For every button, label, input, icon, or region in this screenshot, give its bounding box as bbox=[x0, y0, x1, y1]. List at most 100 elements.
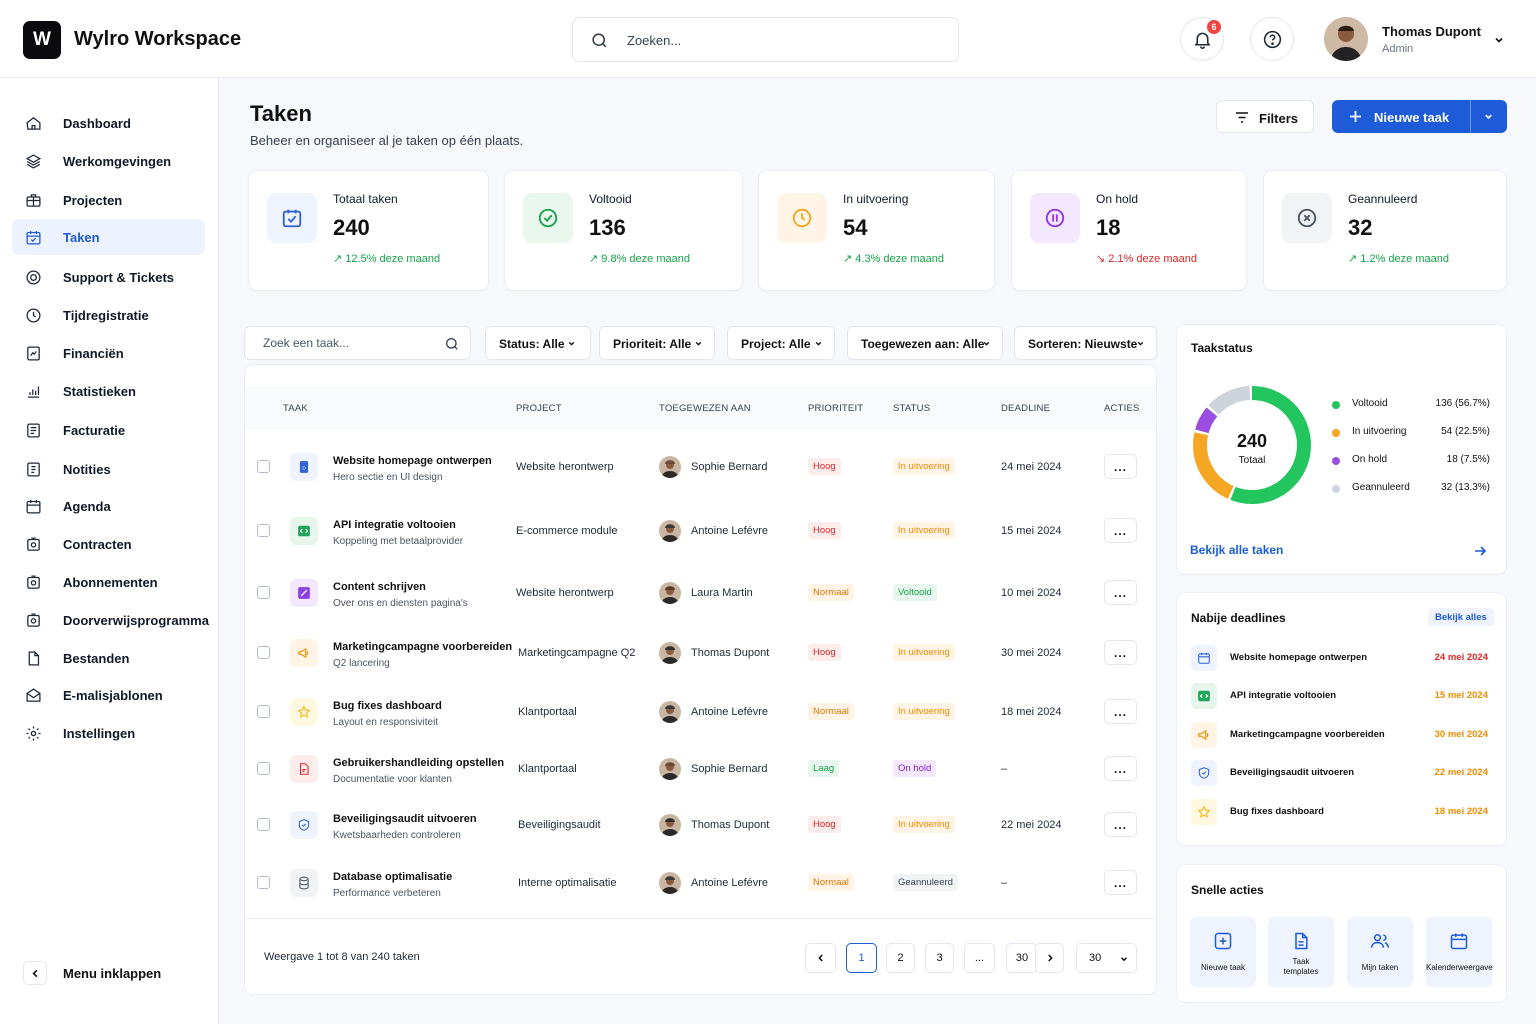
global-search[interactable] bbox=[572, 17, 959, 62]
deadline-item[interactable]: Website homepage ontwerpen 24 mei 2024 bbox=[1191, 645, 1491, 671]
table-row[interactable]: API integratie voltooien Koppeling met b… bbox=[245, 502, 1156, 560]
filters-button[interactable]: Filters bbox=[1216, 100, 1314, 133]
table-row[interactable]: Database optimalisatie Performance verbe… bbox=[245, 854, 1156, 912]
page-button-2[interactable]: 2 bbox=[886, 943, 915, 973]
task-name[interactable]: Content schrijven bbox=[333, 581, 426, 593]
per-page-select[interactable]: 30 bbox=[1076, 943, 1137, 973]
view-all-deadlines-link[interactable]: Bekijk alles bbox=[1428, 608, 1494, 626]
table-row[interactable]: Gebruikershandleiding opstellen Document… bbox=[245, 740, 1156, 798]
collapse-menu-button[interactable] bbox=[23, 961, 47, 985]
page-button-30[interactable]: 30 bbox=[1006, 943, 1038, 973]
sidebar-item-support-tickets[interactable]: Support & Tickets bbox=[12, 259, 205, 295]
row-actions-button[interactable]: ... bbox=[1104, 870, 1137, 895]
user-name[interactable]: Thomas Dupont bbox=[1382, 24, 1481, 39]
deadline-item[interactable]: Beveiligingsaudit uitvoeren 22 mei 2024 bbox=[1191, 760, 1491, 786]
sidebar-item-e-malisjablonen[interactable]: E-malisjablonen bbox=[12, 677, 205, 713]
row-actions-button[interactable]: ... bbox=[1104, 640, 1137, 665]
task-name[interactable]: Database optimalisatie bbox=[333, 871, 453, 883]
sidebar-item-tijdregistratie[interactable]: Tijdregistratie bbox=[12, 297, 205, 333]
quick-action-kalenderweergave[interactable]: Kalenderweergave bbox=[1426, 917, 1493, 987]
column-header-task[interactable]: TAAK bbox=[283, 403, 308, 414]
row-actions-button[interactable]: ... bbox=[1104, 518, 1137, 543]
chevron-down-icon[interactable] bbox=[1483, 111, 1494, 122]
deadline-item[interactable]: Bug fixes dashboard 18 mei 2024 bbox=[1191, 799, 1491, 825]
row-checkbox[interactable] bbox=[257, 460, 270, 473]
stat-card-3[interactable]: On hold 18 ↘ 2.1% deze maand bbox=[1011, 170, 1247, 291]
column-header-status[interactable]: STATUS bbox=[893, 403, 931, 414]
row-checkbox[interactable] bbox=[257, 524, 270, 537]
task-name[interactable]: Beveiligingsaudit uitvoeren bbox=[333, 813, 477, 825]
deadline-item[interactable]: API integratie voltooien 15 mei 2024 bbox=[1191, 683, 1491, 709]
sort-dropdown[interactable]: Sorteren: Nieuwste bbox=[1014, 326, 1157, 360]
view-all-tasks-link[interactable]: Bekijk alle taken bbox=[1190, 543, 1284, 557]
stat-card-0[interactable]: Totaal taken 240 ↗ 12.5% deze maand bbox=[248, 170, 489, 291]
row-checkbox[interactable] bbox=[257, 762, 270, 775]
row-actions-button[interactable]: ... bbox=[1104, 699, 1137, 724]
table-row[interactable]: D Website homepage ontwerpen Hero sectie… bbox=[245, 438, 1156, 496]
stat-card-2[interactable]: In uitvoering 54 ↗ 4.3% deze maand bbox=[758, 170, 995, 291]
new-task-button[interactable]: Nieuwe taak bbox=[1332, 100, 1507, 133]
sidebar-item-projecten[interactable]: Projecten bbox=[12, 182, 205, 218]
sidebar-item-notities[interactable]: Notities bbox=[12, 451, 205, 487]
sidebar-item-bestanden[interactable]: Bestanden bbox=[12, 640, 205, 676]
row-checkbox[interactable] bbox=[257, 705, 270, 718]
task-name[interactable]: Bug fixes dashboard bbox=[333, 700, 442, 712]
row-checkbox[interactable] bbox=[257, 586, 270, 599]
sidebar-item-instellingen[interactable]: Instellingen bbox=[12, 715, 205, 751]
task-name[interactable]: API integratie voltooien bbox=[333, 519, 456, 531]
sidebar-item-facturatie[interactable]: Facturatie bbox=[12, 412, 205, 448]
table-row[interactable]: Marketingcampagne voorbereiden Q2 lancer… bbox=[245, 624, 1156, 682]
column-header-deadline[interactable]: DEADLINE bbox=[1001, 403, 1051, 414]
sidebar-item-dashboard[interactable]: Dashboard bbox=[12, 105, 205, 141]
priority-filter[interactable]: Prioriteit: Alle bbox=[599, 326, 715, 360]
column-header-assignee[interactable]: TOEGEWEZEN AAN bbox=[659, 403, 751, 414]
collapse-menu-label[interactable]: Menu inklappen bbox=[63, 966, 162, 981]
table-row[interactable]: Content schrijven Over ons en diensten p… bbox=[245, 564, 1156, 622]
task-search-input[interactable] bbox=[263, 336, 433, 350]
task-search[interactable] bbox=[244, 326, 471, 360]
column-header-project[interactable]: PROJECT bbox=[516, 403, 562, 414]
task-name[interactable]: Gebruikershandleiding opstellen bbox=[333, 757, 505, 769]
chevron-down-icon[interactable] bbox=[1493, 34, 1505, 46]
sidebar-item-werkomgevingen[interactable]: Werkomgevingen bbox=[12, 143, 205, 179]
row-checkbox[interactable] bbox=[257, 876, 270, 889]
project-filter[interactable]: Project: Alle bbox=[727, 326, 835, 360]
column-header-priority[interactable]: PRIORITEIT bbox=[808, 403, 864, 414]
sidebar-item-taken[interactable]: Taken bbox=[12, 219, 205, 255]
quick-action-mijn-taken[interactable]: Mijn taken bbox=[1347, 917, 1413, 987]
row-actions-button[interactable]: ... bbox=[1104, 756, 1137, 781]
task-name[interactable]: Website homepage ontwerpen bbox=[333, 455, 492, 467]
page-button-3[interactable]: 3 bbox=[925, 943, 954, 973]
next-page-button[interactable] bbox=[1035, 943, 1064, 973]
sidebar-item-financi-n[interactable]: Financiën bbox=[12, 335, 205, 371]
row-checkbox[interactable] bbox=[257, 818, 270, 831]
quick-action-taak-templates[interactable]: Taak templates bbox=[1268, 917, 1334, 987]
deadline-icon-box bbox=[1191, 645, 1217, 671]
assignee-filter[interactable]: Toegewezen aan: Alle bbox=[847, 326, 1003, 360]
sidebar-item-abonnementen[interactable]: Abonnementen bbox=[12, 564, 205, 600]
app-logo[interactable]: W bbox=[23, 21, 61, 59]
status-filter[interactable]: Status: Alle bbox=[485, 326, 591, 360]
table-row[interactable]: Beveiligingsaudit uitvoeren Kwetsbaarhed… bbox=[245, 796, 1156, 854]
notifications-button[interactable]: 6 bbox=[1180, 17, 1224, 61]
row-actions-button[interactable]: ... bbox=[1104, 812, 1137, 837]
sidebar-item-agenda[interactable]: Agenda bbox=[12, 488, 205, 524]
arrow-right-icon[interactable] bbox=[1474, 545, 1486, 557]
global-search-input[interactable] bbox=[627, 29, 927, 51]
sidebar-item-doorverwijsprogramma[interactable]: Doorverwijsprogramma bbox=[12, 602, 209, 638]
quick-action-nieuwe-taak[interactable]: Nieuwe taak bbox=[1190, 917, 1256, 987]
task-name[interactable]: Marketingcampagne voorbereiden bbox=[333, 641, 513, 653]
row-checkbox[interactable] bbox=[257, 646, 270, 659]
deadline-item[interactable]: Marketingcampagne voorbereiden 30 mei 20… bbox=[1191, 722, 1491, 748]
stat-card-4[interactable]: Geannuleerd 32 ↗ 1.2% deze maand bbox=[1263, 170, 1507, 291]
row-actions-button[interactable]: ... bbox=[1104, 454, 1137, 479]
prev-page-button[interactable] bbox=[805, 943, 836, 973]
help-button[interactable] bbox=[1250, 17, 1294, 61]
row-actions-button[interactable]: ... bbox=[1104, 580, 1137, 605]
user-avatar[interactable] bbox=[1324, 17, 1368, 61]
page-button-1[interactable]: 1 bbox=[846, 943, 877, 973]
sidebar-item-contracten[interactable]: Contracten bbox=[12, 526, 205, 562]
table-row[interactable]: Bug fixes dashboard Layout en responsivi… bbox=[245, 683, 1156, 741]
sidebar-item-statistieken[interactable]: Statistieken bbox=[12, 373, 205, 409]
stat-card-1[interactable]: Voltooid 136 ↗ 9.8% deze maand bbox=[504, 170, 743, 291]
